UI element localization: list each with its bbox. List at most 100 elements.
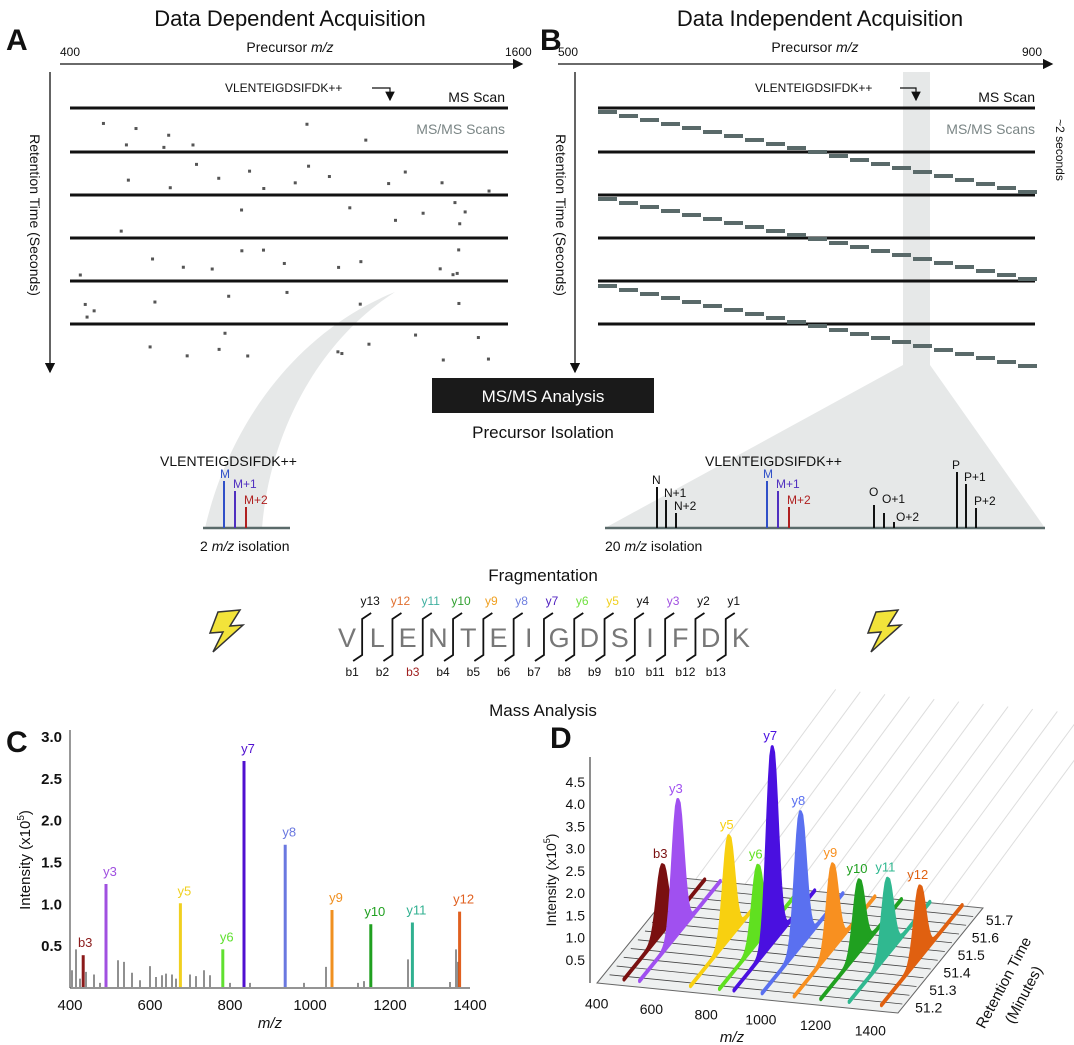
ion-label: y9 [824, 845, 838, 860]
msms-scan-dot [455, 271, 459, 275]
residue: I [646, 623, 654, 653]
y-tick-label: 4.5 [566, 774, 586, 790]
ion-label: y7 [763, 728, 777, 743]
x-axis-max: 1600 [505, 45, 532, 59]
y-axis-label-part: ) [543, 834, 559, 839]
msms-scan-dot [305, 122, 309, 126]
cleavage-bracket [473, 612, 493, 662]
msms-scans-label: MS/MS Scans [946, 121, 1035, 137]
isotope-label: M+1 [776, 477, 800, 491]
x-tick-label: 400 [57, 997, 82, 1014]
msms-scan-dot [458, 222, 462, 226]
residue: V [338, 623, 356, 653]
ion-chromatogram-y12 [879, 884, 964, 1008]
msms-scan-dot [421, 211, 425, 215]
isotope-label: O+2 [896, 510, 919, 524]
msms-scan-dot [451, 273, 455, 277]
msms-scan-dot [476, 336, 480, 340]
y-ion-label: y13 [360, 594, 380, 608]
fragmentation-title: Fragmentation [488, 566, 598, 585]
msms-scan-dot [185, 354, 189, 358]
msms-scan-dot [181, 265, 185, 269]
b-ion-label: b9 [588, 665, 602, 679]
y-tick-label: 3.0 [41, 729, 62, 746]
y-ion-label: y7 [546, 594, 559, 608]
msms-scan-dot [78, 273, 82, 277]
msms-scan-dot [337, 265, 341, 269]
lightning-icon [866, 609, 904, 653]
panel-letter: B [540, 24, 562, 57]
y-ion-label: y4 [637, 594, 650, 608]
rt-tick-label: 51.7 [986, 912, 1013, 928]
x-tick-label: 600 [640, 1001, 664, 1017]
isotope-label: N [652, 473, 661, 487]
b-ion-label: b5 [467, 665, 481, 679]
grid-line [769, 696, 910, 888]
msms-scan-dot [440, 181, 444, 185]
panel-letter: A [6, 24, 28, 57]
y-tick-label: 4.0 [566, 796, 586, 812]
msms-scan-dot [217, 176, 221, 180]
isolation-spectrum-right: VLENTEIGDSIFDK++ 20 m/z isolation NN+1N+… [605, 453, 1045, 554]
y-tick-label: 1.0 [566, 930, 586, 946]
analysis-box [432, 378, 654, 413]
peptide-label: VLENTEIGDSIFDK++ [755, 81, 872, 95]
ion-peak-label: y5 [178, 883, 192, 898]
isotope-label: M+2 [787, 493, 811, 507]
msms-scan-dot [126, 178, 130, 182]
isolation-spectrum-left: VLENTEIGDSIFDK++ 2 m/z isolation MM+1 M+2 [160, 453, 297, 554]
cleavage-bracket [443, 612, 463, 662]
isotope-label: P [952, 458, 960, 472]
rt-tick-label: 51.6 [972, 929, 999, 945]
y-ion-label: y10 [451, 594, 471, 608]
b-ion-label: b4 [436, 665, 450, 679]
msms-scan-dot [162, 145, 166, 149]
isolation-caption: 2 m/z isolation [200, 538, 290, 554]
x-axis-label: m/z [258, 1015, 283, 1032]
msms-scan-dot [367, 342, 371, 346]
msms-scan-dot [262, 187, 266, 191]
cleavage-bracket [504, 612, 524, 662]
msms-scan-events [78, 121, 491, 362]
x-axis-max: 900 [1022, 45, 1042, 59]
y-tick-label: 1.5 [566, 907, 586, 923]
y-tick-label: 2.5 [41, 771, 62, 788]
ion-label: y3 [669, 781, 683, 796]
msms-scan-dot [336, 350, 340, 354]
ion-peak-label: y3 [103, 864, 117, 879]
y-tick-label: 2.5 [566, 863, 586, 879]
x-axis-label: m/z [720, 1029, 745, 1045]
ion-peak-label: y9 [329, 890, 343, 905]
residue: T [460, 623, 477, 653]
msms-scan-dot [358, 302, 362, 306]
msms-scan-dot [463, 210, 467, 214]
residue: D [580, 623, 600, 653]
precursor-isolation-title: Precursor Isolation [472, 423, 614, 442]
y-ion-label: y9 [485, 594, 498, 608]
x-tick-label: 1400 [855, 1023, 886, 1039]
arrow-icon [372, 87, 395, 102]
isotope-label: M+1 [233, 477, 257, 491]
msms-scan-dot [387, 182, 391, 186]
b-ion-label: b2 [376, 665, 390, 679]
msms-scan-dot [92, 309, 96, 313]
ion-label: y8 [792, 793, 806, 808]
x-axis-label: Precursor m/z [246, 39, 333, 55]
y-tick-label: 1.5 [41, 854, 62, 871]
ion-chromatogram-y6 [717, 863, 802, 992]
b-ion-label: b6 [497, 665, 511, 679]
msms-scan-dot [486, 357, 490, 361]
cleavage-bracket [352, 612, 372, 662]
residue: L [370, 623, 385, 653]
ion-peak-label: y6 [220, 929, 234, 944]
b-ion-label: b11 [646, 665, 665, 679]
isolation-funnel-left [205, 292, 395, 528]
b-ion-label: b1 [345, 665, 359, 679]
msms-scan-dot [487, 189, 491, 193]
msms-scan-dot [119, 229, 123, 233]
y-ion-label: y12 [391, 594, 411, 608]
residue: D [701, 623, 721, 653]
rt-tick-label: 51.5 [958, 947, 985, 963]
residue: E [399, 623, 417, 653]
x-tick-label: 800 [217, 997, 242, 1014]
